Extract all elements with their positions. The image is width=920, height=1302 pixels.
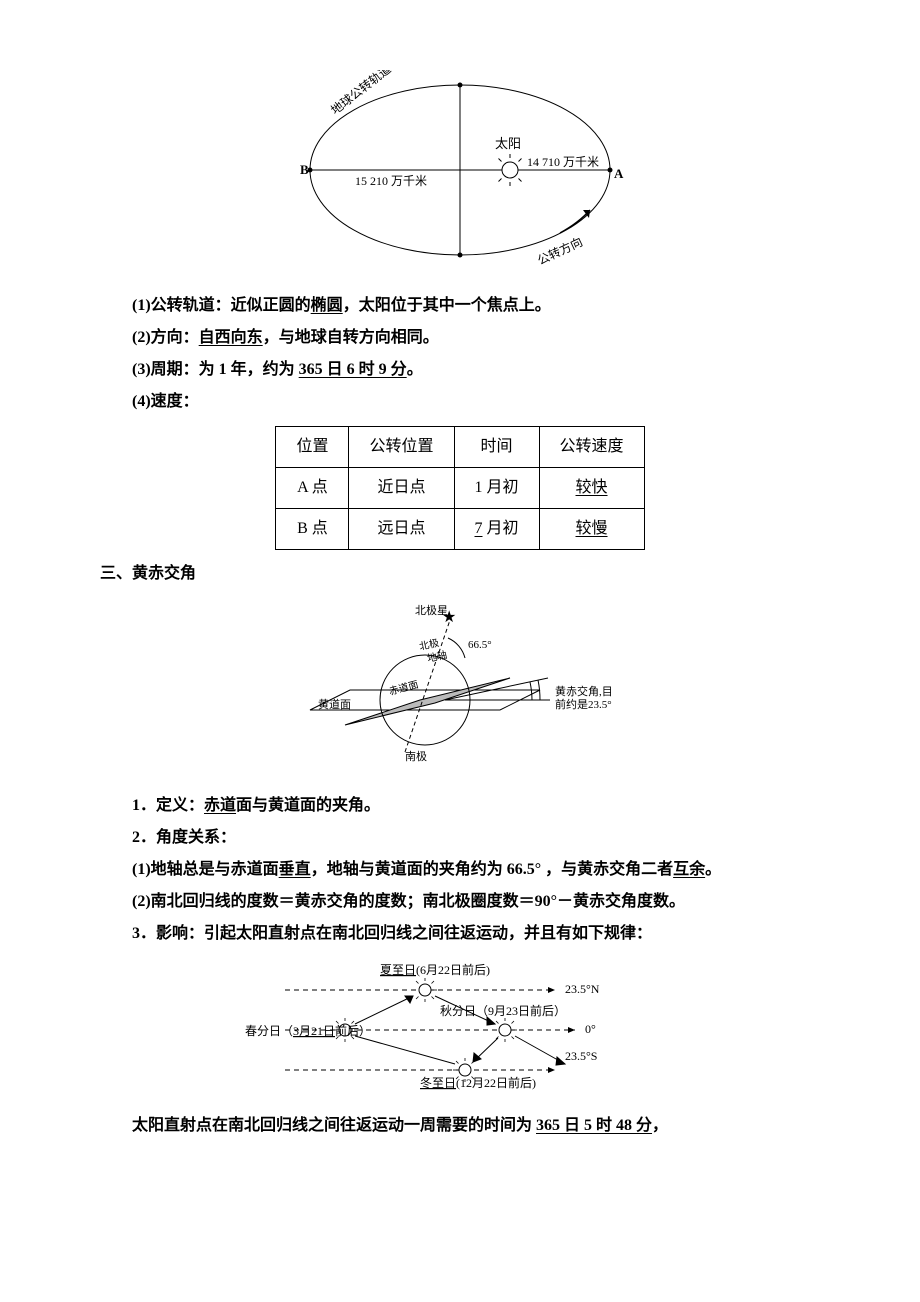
south-pole-label: 南极: [405, 749, 427, 763]
svg-text:春分日（3月21日前后）: 春分日（3月21日前后）: [245, 1023, 371, 1038]
para-axis: (1)地轴总是与赤道面垂直，地轴与黄道面的夹角约为 66.5° ，与黄赤交角二者…: [100, 854, 820, 886]
spring-post: 前后）: [335, 1023, 371, 1038]
lat-n: 23.5°N: [565, 982, 600, 996]
table-row: B 点 远日点 7 月初 较慢: [276, 509, 644, 550]
section-3-title: 三、黄赤交角: [100, 558, 820, 590]
para-tropics: (2)南北回归线的度数＝黄赤交角的度数；南北极圈度数＝90°－黄赤交角度数。: [100, 886, 820, 918]
para-period: (3)周期：为 1 年，约为 365 日 6 时 9 分。: [100, 354, 820, 386]
para-speed: (4)速度：: [100, 386, 820, 418]
summer-u: 夏至日: [380, 963, 416, 977]
angle-665: 66.5°: [468, 639, 492, 651]
sun-label: 太阳: [495, 136, 521, 151]
orbit-svg: 太阳 14 710 万千米 15 210 万千米 A B 地球公转轨道 公转方向: [295, 70, 625, 270]
lat-0: 0°: [585, 1022, 596, 1036]
direction-label: 公转方向: [535, 234, 585, 268]
obliquity-diagram: ★ 北极星 66.5° 北极 地轴 赤道面 黄道面 南极 黄赤交角,目 前约是2…: [100, 600, 820, 770]
para-tropical-year: 太阳直射点在南北回归线之间往返运动一周需要的时间为 365 日 5 时 48 分…: [100, 1110, 820, 1142]
dist-a-label: 14 710 万千米: [527, 155, 599, 169]
solstice-diagram: 夏至日(6月22日前后) 秋分日（9月23日前后） 春分日（3月21日前后） 冬…: [100, 960, 820, 1090]
summer-rest: (6月22日前后): [416, 962, 490, 977]
th-orbit-pos: 公转位置: [349, 427, 454, 468]
solstice-svg: 夏至日(6月22日前后) 秋分日（9月23日前后） 春分日（3月21日前后） 冬…: [245, 960, 675, 1090]
speed-table: 位置 公转位置 时间 公转速度 A 点 近日点 1 月初 较快 B 点 远日点 …: [275, 426, 644, 550]
spring-u: 3月21日: [293, 1024, 335, 1038]
th-speed: 公转速度: [539, 427, 644, 468]
th-position: 位置: [276, 427, 349, 468]
para-effect: 3．影响：引起太阳直射点在南北回归线之间往返运动，并且有如下规律：: [100, 918, 820, 950]
spring-pre: 春分日（: [245, 1024, 293, 1038]
svg-text:夏至日(6月22日前后): 夏至日(6月22日前后): [380, 962, 490, 977]
winter-u: 冬至日: [420, 1075, 456, 1090]
para-angle-relation: 2．角度关系：: [100, 822, 820, 854]
point-b-label: B: [300, 162, 309, 177]
winter-rest: (12月22日前后): [456, 1075, 536, 1090]
para-orbit: (1)公转轨道：近似正圆的椭圆，太阳位于其中一个焦点上。: [100, 290, 820, 322]
obliquity-label-2: 前约是23.5°: [555, 697, 612, 711]
point-a-label: A: [614, 166, 624, 181]
table-row: A 点 近日点 1 月初 较快: [276, 468, 644, 509]
svg-text:冬至日(12月22日前后): 冬至日(12月22日前后): [420, 1075, 536, 1090]
th-time: 时间: [454, 427, 539, 468]
dist-b-label: 15 210 万千米: [355, 174, 427, 188]
obliquity-svg: ★ 北极星 66.5° 北极 地轴 赤道面 黄道面 南极 黄赤交角,目 前约是2…: [290, 600, 630, 770]
orbit-diagram: 太阳 14 710 万千米 15 210 万千米 A B 地球公转轨道 公转方向: [100, 70, 820, 270]
ecliptic-plane-label: 黄道面: [318, 697, 351, 711]
polaris-label: 北极星: [415, 603, 448, 617]
orbit-label: 地球公转轨道: [328, 70, 394, 117]
north-pole-label: 北极: [418, 636, 440, 653]
para-direction: (2)方向：自西向东，与地球自转方向相同。: [100, 322, 820, 354]
obliquity-label-1: 黄赤交角,目: [555, 684, 613, 698]
autumn-label: 秋分日（9月23日前后）: [440, 1003, 566, 1018]
para-definition: 1．定义：赤道面与黄道面的夹角。: [100, 790, 820, 822]
lat-s: 23.5°S: [565, 1049, 597, 1063]
